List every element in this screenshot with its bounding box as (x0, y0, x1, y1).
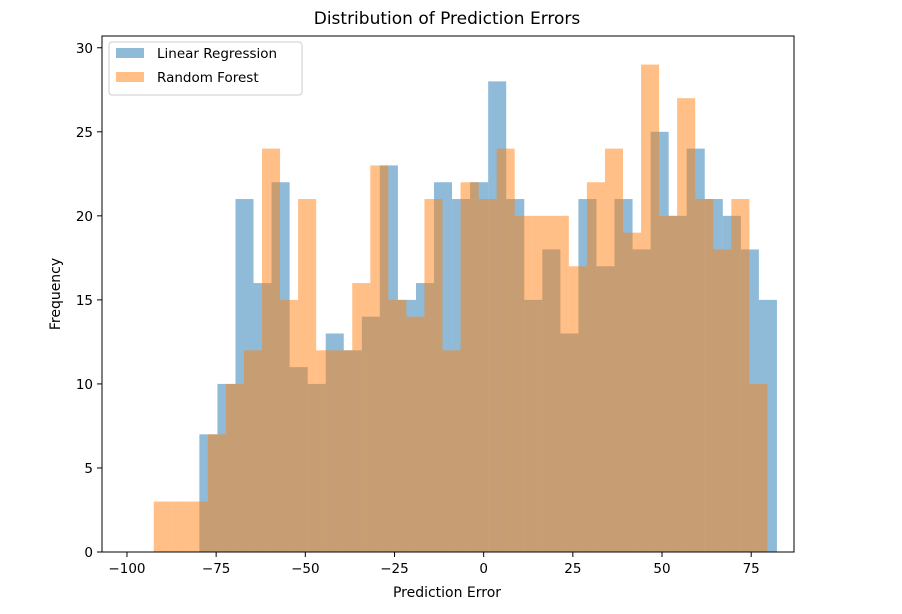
y-tick-label: 15 (76, 293, 93, 309)
x-axis-label: Prediction Error (393, 585, 501, 601)
bar-random-forest-4 (225, 383, 244, 552)
bar-random-forest-22 (550, 215, 569, 553)
x-tick-label: −25 (380, 561, 409, 577)
bar-random-forest-31 (713, 249, 732, 552)
bar-random-forest-16 (442, 350, 461, 552)
bar-random-forest-27 (641, 64, 660, 552)
bar-random-forest-13 (388, 299, 407, 552)
bar-random-forest-10 (334, 350, 353, 552)
bar-random-forest-6 (262, 148, 281, 553)
bars-layer (153, 64, 777, 553)
bar-random-forest-30 (695, 199, 714, 552)
legend-swatch-random-forest (116, 72, 144, 82)
x-tick-label: 0 (479, 561, 488, 577)
bar-random-forest-18 (478, 199, 497, 552)
x-tick-label: −100 (108, 561, 145, 577)
legend-label-random-forest: Random Forest (157, 70, 259, 86)
bar-random-forest-28 (659, 215, 678, 553)
legend-swatch-linear-regression (116, 48, 144, 58)
bar-random-forest-14 (406, 316, 425, 552)
x-tick-label: 75 (743, 561, 760, 577)
legend-label-linear-regression: Linear Regression (157, 46, 277, 62)
y-tick-label: 5 (84, 461, 93, 477)
bar-random-forest-19 (496, 148, 515, 553)
x-tick-label: 25 (564, 561, 581, 577)
bar-random-forest-20 (514, 215, 533, 553)
y-tick-label: 20 (76, 209, 93, 225)
bar-random-forest-2 (189, 501, 208, 552)
bar-random-forest-7 (280, 299, 299, 552)
x-tick-label: −50 (291, 561, 320, 577)
y-tick-label: 25 (76, 125, 93, 141)
plot-frame (101, 35, 795, 553)
bar-random-forest-5 (243, 350, 263, 552)
y-axis: 0 5 10 15 20 25 30 (76, 41, 102, 561)
bar-random-forest-25 (604, 148, 623, 553)
x-tick-label: −75 (202, 561, 231, 577)
bar-random-forest-8 (298, 199, 317, 552)
bar-random-forest-11 (352, 283, 371, 552)
x-axis: −100 −75 −50 −25 0 25 50 75 (108, 552, 760, 577)
bar-random-forest-24 (586, 182, 605, 552)
chart-title: Distribution of Prediction Errors (314, 9, 581, 29)
bar-random-forest-9 (316, 350, 335, 552)
y-tick-label: 0 (84, 545, 93, 561)
y-tick-label: 10 (76, 377, 93, 393)
bar-random-forest-3 (207, 434, 226, 552)
bar-random-forest-1 (171, 501, 190, 552)
bar-random-forest-12 (370, 165, 389, 552)
legend: Linear Regression Random Forest (108, 41, 303, 96)
bar-random-forest-26 (622, 232, 642, 552)
y-tick-label: 30 (76, 41, 93, 57)
bar-random-forest-29 (677, 98, 696, 552)
legend-box (108, 41, 303, 96)
bar-random-forest-15 (424, 199, 443, 552)
bar-random-forest-0 (153, 501, 172, 552)
y-axis-label: Frequency (48, 258, 64, 330)
bar-random-forest-21 (532, 215, 551, 553)
bar-random-forest-23 (568, 266, 587, 552)
bar-random-forest-33 (749, 383, 768, 552)
bar-random-forest-32 (731, 199, 750, 552)
bar-random-forest-17 (460, 182, 479, 552)
x-tick-label: 50 (653, 561, 670, 577)
